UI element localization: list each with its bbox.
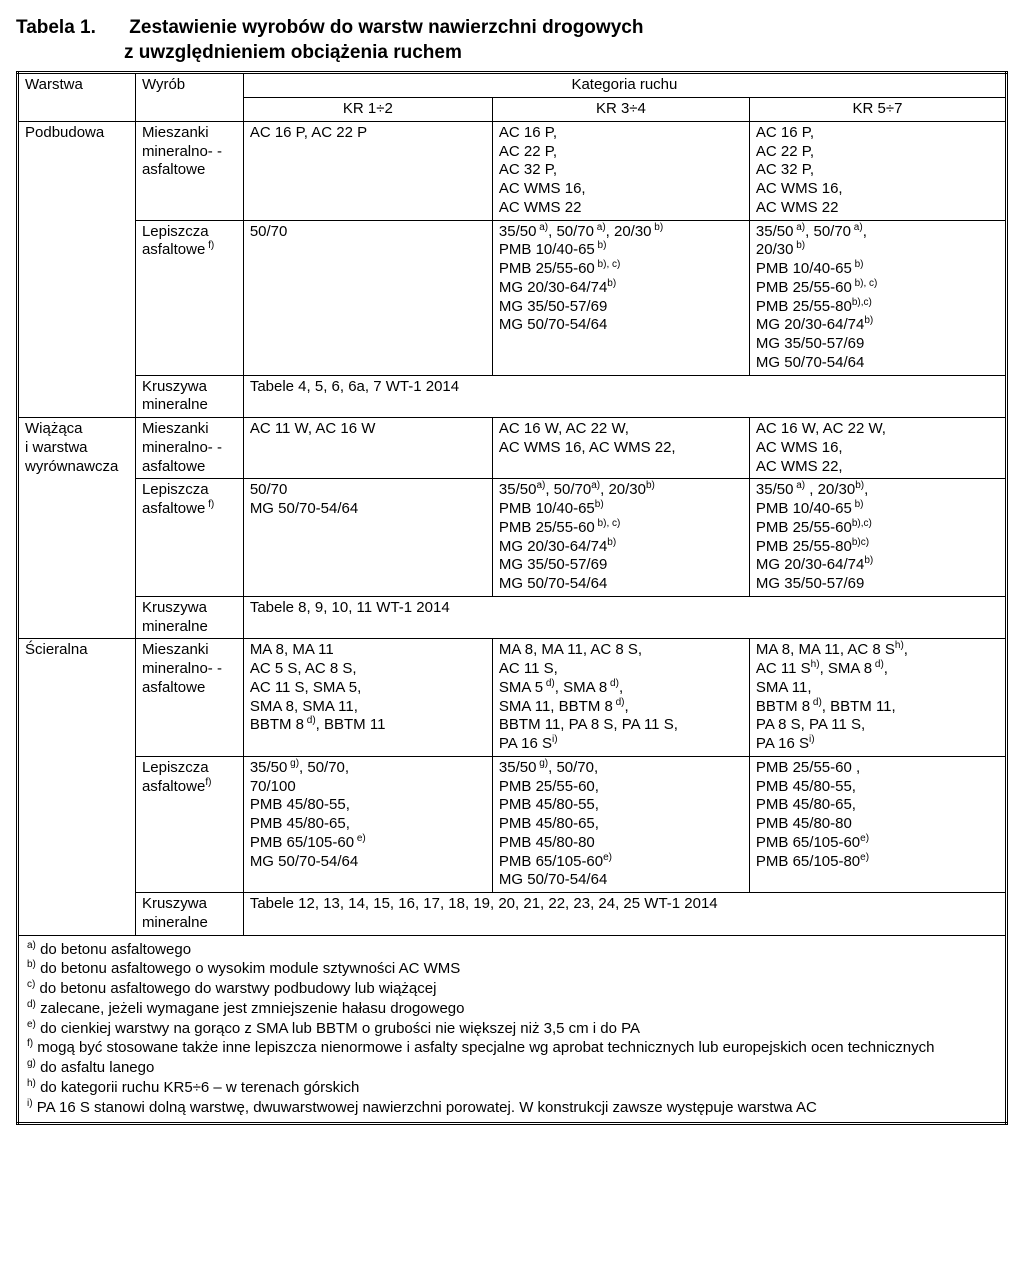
- cell-kr57: PMB 25/55-60 ,PMB 45/80-55,PMB 45/80-65,…: [749, 756, 1006, 892]
- cell-kr34: 35/50 a), 50/70 a), 20/30 b)PMB 10/40-65…: [492, 220, 749, 375]
- cell-product: Mieszanki mineralno- -asfaltowe: [135, 121, 243, 220]
- main-table: Warstwa Wyrób Kategoria ruchu KR 1÷2 KR …: [16, 71, 1008, 1125]
- cell-product: Lepiszcza asfaltowe f): [135, 479, 243, 597]
- title-label: Tabela 1.: [16, 16, 124, 41]
- cell-kr34: 35/50 g), 50/70,PMB 25/55-60,PMB 45/80-5…: [492, 756, 749, 892]
- note-g: g) do asfaltu lanego: [27, 1059, 997, 1078]
- cell-product: Kruszywa mineralne: [135, 893, 243, 936]
- cell-kr12: 35/50 g), 50/70,70/100PMB 45/80-55,PMB 4…: [243, 756, 492, 892]
- table-row: Kruszywa mineralne Tabele 8, 9, 10, 11 W…: [18, 596, 1007, 639]
- cell-span: Tabele 8, 9, 10, 11 WT-1 2014: [243, 596, 1006, 639]
- hdr-wyrob: Wyrób: [135, 73, 243, 122]
- cell-kr57: 35/50 a) , 20/30b),PMB 10/40-65 b)PMB 25…: [749, 479, 1006, 597]
- cell-kr34: AC 16 W, AC 22 W,AC WMS 16, AC WMS 22,: [492, 418, 749, 479]
- table-row: Wiążącai warstwawyrównawcza Mieszanki mi…: [18, 418, 1007, 479]
- cell-product: Lepiszcza asfaltowef): [135, 756, 243, 892]
- cell-span: Tabele 4, 5, 6, 6a, 7 WT-1 2014: [243, 375, 1006, 418]
- cell-kr57: MA 8, MA 11, AC 8 Sh),AC 11 Sh), SMA 8 d…: [749, 639, 1006, 757]
- notes-cell: a) do betonu asfaltowego b) do betonu as…: [18, 935, 1007, 1124]
- note-e: e) do cienkiej warstwy na gorąco z SMA l…: [27, 1020, 997, 1039]
- note-i: i) PA 16 S stanowi dolną warstwę, dwuwar…: [27, 1099, 997, 1118]
- cell-kr57: AC 16 P,AC 22 P,AC 32 P,AC WMS 16,AC WMS…: [749, 121, 1006, 220]
- table-row: Lepiszcza asfaltowe f) 50/70 35/50 a), 5…: [18, 220, 1007, 375]
- cell-kr12: AC 11 W, AC 16 W: [243, 418, 492, 479]
- note-d: d) zalecane, jeżeli wymagane jest zmniej…: [27, 1000, 997, 1019]
- hdr-kr12: KR 1÷2: [243, 98, 492, 122]
- table-row: Lepiszcza asfaltowe f) 50/70MG 50/70-54/…: [18, 479, 1007, 597]
- table-row: Lepiszcza asfaltowef) 35/50 g), 50/70,70…: [18, 756, 1007, 892]
- table-row: Kruszywa mineralne Tabele 12, 13, 14, 15…: [18, 893, 1007, 936]
- notes-row: a) do betonu asfaltowego b) do betonu as…: [18, 935, 1007, 1124]
- title-line2: z uwzględnieniem obciążenia ruchem: [124, 41, 1008, 66]
- cell-kr57: 35/50 a), 50/70 a),20/30 b)PMB 10/40-65 …: [749, 220, 1006, 375]
- cell-product: Mieszanki mineralno- -asfaltowe: [135, 639, 243, 757]
- note-a: a) do betonu asfaltowego: [27, 941, 997, 960]
- cell-kr12: 50/70MG 50/70-54/64: [243, 479, 492, 597]
- cell-layer: Podbudowa: [18, 121, 136, 417]
- cell-kr34: 35/50a), 50/70a), 20/30b)PMB 10/40-65b)P…: [492, 479, 749, 597]
- cell-kr57: AC 16 W, AC 22 W,AC WMS 16,AC WMS 22,: [749, 418, 1006, 479]
- cell-kr12: 50/70: [243, 220, 492, 375]
- cell-product: Kruszywa mineralne: [135, 596, 243, 639]
- table-row: Podbudowa Mieszanki mineralno- -asfaltow…: [18, 121, 1007, 220]
- cell-kr12: AC 16 P, AC 22 P: [243, 121, 492, 220]
- note-b: b) do betonu asfaltowego o wysokim modul…: [27, 960, 997, 979]
- hdr-kategoria: Kategoria ruchu: [243, 73, 1006, 98]
- cell-layer: Wiążącai warstwawyrównawcza: [18, 418, 136, 639]
- cell-kr12: MA 8, MA 11AC 5 S, AC 8 S,AC 11 S, SMA 5…: [243, 639, 492, 757]
- cell-product: Kruszywa mineralne: [135, 375, 243, 418]
- cell-kr34: AC 16 P,AC 22 P,AC 32 P,AC WMS 16,AC WMS…: [492, 121, 749, 220]
- table-title: Tabela 1. Zestawienie wyrobów do warstw …: [16, 16, 1008, 65]
- hdr-kr34: KR 3÷4: [492, 98, 749, 122]
- table-row: Ścieralna Mieszanki mineralno- -asfaltow…: [18, 639, 1007, 757]
- note-c: c) do betonu asfaltowego do warstwy podb…: [27, 980, 997, 999]
- cell-kr34: MA 8, MA 11, AC 8 S,AC 11 S,SMA 5 d), SM…: [492, 639, 749, 757]
- hdr-warstwa: Warstwa: [18, 73, 136, 122]
- hdr-kr57: KR 5÷7: [749, 98, 1006, 122]
- title-line1: Zestawienie wyrobów do warstw nawierzchn…: [129, 17, 643, 38]
- cell-product: Mieszanki mineralno- -asfaltowe: [135, 418, 243, 479]
- table-row: Kruszywa mineralne Tabele 4, 5, 6, 6a, 7…: [18, 375, 1007, 418]
- cell-layer: Ścieralna: [18, 639, 136, 935]
- cell-product: Lepiszcza asfaltowe f): [135, 220, 243, 375]
- cell-span: Tabele 12, 13, 14, 15, 16, 17, 18, 19, 2…: [243, 893, 1006, 936]
- note-f: f) mogą być stosowane także inne lepiszc…: [27, 1039, 997, 1058]
- note-h: h) do kategorii ruchu KR5÷6 – w terenach…: [27, 1079, 997, 1098]
